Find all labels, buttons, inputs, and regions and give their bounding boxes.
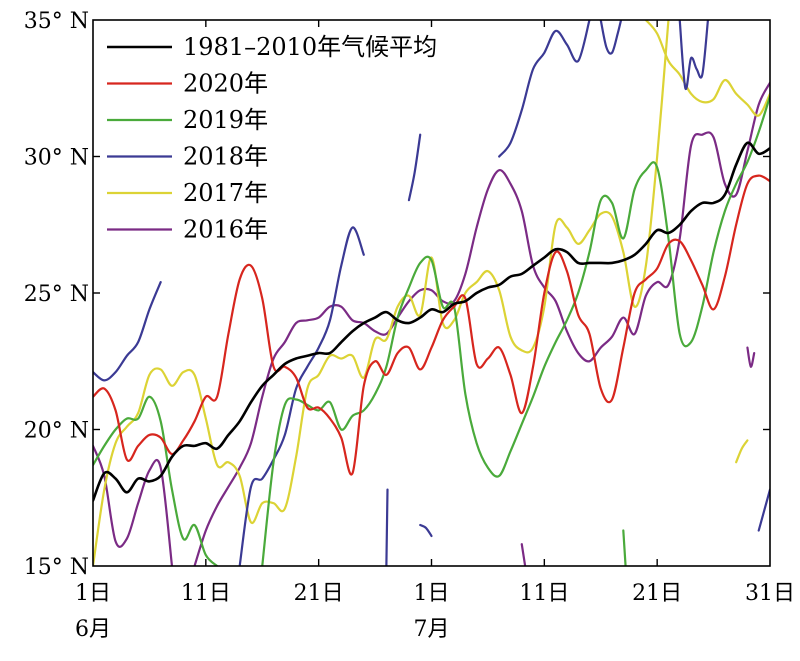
series-line-3-segment-0 [93, 280, 162, 382]
series-line-3-segment-7 [678, 20, 710, 91]
x-tick-label: 1日 [75, 581, 111, 606]
x-tick-label: 31日 [745, 581, 795, 606]
series-line-5-segment-0 [93, 444, 174, 566]
legend-label-0: 1981–2010年气候平均 [183, 33, 437, 61]
series-line-1-segment-0 [93, 174, 770, 476]
series-line-5-segment-3 [746, 346, 756, 368]
y-tick-label: 15° N [24, 555, 89, 580]
x-tick-label: 11日 [181, 581, 231, 606]
x-month-label: 6月 [75, 617, 111, 642]
series-line-2-segment-1 [261, 95, 770, 566]
y-tick-label: 30° N [24, 146, 89, 171]
series-line-2-segment-0 [93, 395, 219, 566]
series-line-3-segment-6 [599, 20, 623, 55]
x-tick-label: 1日 [414, 581, 450, 606]
series-line-3-segment-4 [419, 523, 433, 538]
x-tick-label: 21日 [294, 581, 344, 606]
x-tick-label: 11日 [519, 581, 569, 606]
legend-label-2: 2019年 [183, 106, 268, 134]
series-line-3-segment-2 [385, 488, 389, 566]
legend-label-1: 2020年 [183, 70, 268, 98]
legend-label-4: 2017年 [183, 179, 268, 207]
x-month-label: 7月 [414, 617, 450, 642]
series-line-2-segment-2 [622, 529, 627, 566]
series-line-4-segment-1 [644, 20, 770, 117]
series-line-5-segment-2 [520, 543, 527, 566]
plot-frame [92, 19, 771, 567]
axis-layer: 15° N 20° N 25° N 30° N 35° N 1日 6月 11日 21日 1日 7月 1… [24, 9, 795, 642]
series-line-3-segment-1 [238, 226, 365, 566]
legend-label-3: 2018年 [183, 143, 268, 171]
y-tick-label: 20° N [24, 419, 89, 444]
y-tick-label: 35° N [24, 9, 89, 34]
series-line-3-segment-5 [498, 20, 591, 158]
legend: 1981–2010年气候平均 2020年 2019年 2018年 2017年 2016年 [107, 33, 437, 244]
series-line-4-segment-0 [93, 20, 670, 566]
legend-label-5: 2016年 [183, 216, 268, 244]
y-tick-label: 25° N [24, 282, 89, 307]
series-line-3-segment-3 [407, 133, 422, 202]
series-line-5-segment-1 [193, 81, 770, 566]
series-line-3-segment-8 [757, 488, 770, 532]
series-layer [93, 20, 770, 566]
series-line-4-segment-2 [735, 439, 749, 464]
x-tick-label: 21日 [632, 581, 682, 606]
series-line-0-segment-0 [93, 141, 770, 502]
